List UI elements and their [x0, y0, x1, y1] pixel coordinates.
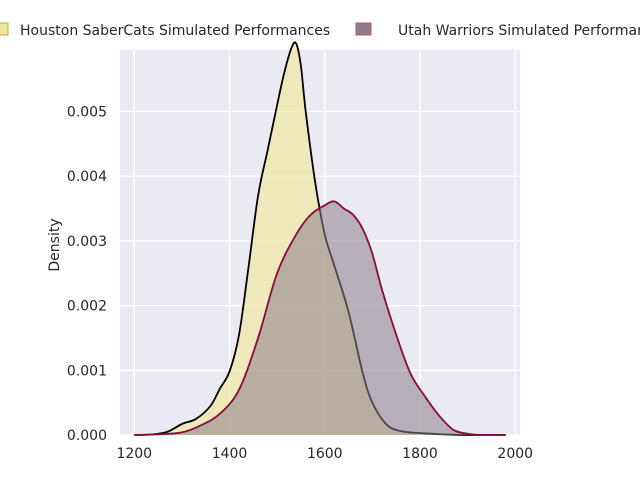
series-2-density-fill [134, 201, 506, 435]
y-tick-label: 0.001 [67, 363, 107, 379]
y-axis-label: Density [47, 218, 63, 271]
y-tick-label: 0.005 [67, 104, 107, 120]
density-areas [134, 41, 506, 436]
x-axis-ticks: 1200 1400 1600 1800 2000 [116, 446, 533, 462]
legend-label: Utah Warriors Simulated Performances [398, 23, 640, 39]
legend-swatch [0, 22, 9, 36]
x-tick-label: 1600 [307, 446, 343, 462]
y-tick-label: 0.000 [67, 428, 107, 444]
x-tick-label: 1800 [402, 446, 438, 462]
legend-label: Houston SaberCats Simulated Performances [20, 23, 330, 39]
legend-swatch [355, 22, 372, 36]
y-tick-label: 0.003 [67, 234, 107, 250]
legend: Houston SaberCats Simulated Performances… [0, 22, 640, 39]
y-tick-label: 0.002 [67, 299, 107, 315]
x-tick-label: 1200 [116, 446, 152, 462]
x-tick-label: 1400 [212, 446, 248, 462]
y-tick-label: 0.004 [67, 169, 107, 185]
x-tick-label: 2000 [497, 446, 533, 462]
y-axis-ticks: 0.000 0.001 0.002 0.003 0.004 0.005 [67, 104, 107, 444]
series-2-density-line [134, 200, 506, 436]
